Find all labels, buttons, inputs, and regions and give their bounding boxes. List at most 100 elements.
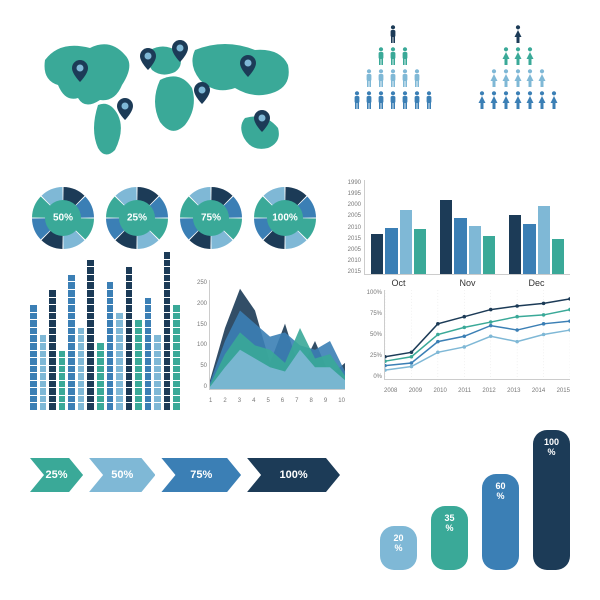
dot <box>116 403 123 410</box>
dot <box>135 335 142 342</box>
axis-tick: 0 <box>204 384 207 390</box>
dot <box>154 343 161 350</box>
line-xaxis: 20082009201020112012201320142015 <box>384 388 570 394</box>
dot <box>68 388 75 395</box>
dot <box>49 290 56 297</box>
dot <box>68 275 75 282</box>
dot <box>164 305 171 312</box>
dot <box>107 366 114 373</box>
dot <box>59 388 66 395</box>
bar-group-label: Nov <box>440 278 495 288</box>
bar <box>483 236 495 274</box>
bar <box>552 239 564 274</box>
axis-tick: 0% <box>373 374 382 380</box>
dot <box>145 366 152 373</box>
dot <box>164 351 171 358</box>
person-male-icon <box>412 69 422 87</box>
dot <box>164 381 171 388</box>
dot <box>135 373 142 380</box>
dot <box>78 335 85 342</box>
dot-column <box>97 343 104 410</box>
dot <box>49 305 56 312</box>
axis-tick: 2010 <box>348 258 361 264</box>
bar <box>440 200 452 274</box>
dot <box>126 373 133 380</box>
dot <box>116 328 123 335</box>
dot <box>87 320 94 327</box>
people-row <box>352 91 434 109</box>
dot <box>59 358 66 365</box>
donut-label: 25% <box>127 213 147 224</box>
dot <box>145 335 152 342</box>
dot <box>107 335 114 342</box>
dot <box>30 358 37 365</box>
dot <box>107 343 114 350</box>
dot <box>126 290 133 297</box>
dot <box>116 351 123 358</box>
dot <box>107 396 114 403</box>
bar-group: Oct <box>371 194 426 274</box>
axis-tick: 2010 <box>348 225 361 231</box>
dot <box>87 381 94 388</box>
dot <box>126 298 133 305</box>
dot <box>87 335 94 342</box>
dot <box>68 351 75 358</box>
dot <box>87 313 94 320</box>
dot <box>173 335 180 342</box>
dot <box>87 298 94 305</box>
bar-group-label: Dec <box>509 278 564 288</box>
dot <box>116 358 123 365</box>
dot <box>154 403 161 410</box>
dot-column <box>145 298 152 410</box>
dot <box>30 403 37 410</box>
dot <box>135 403 142 410</box>
person-male-icon <box>376 69 386 87</box>
dot <box>97 403 104 410</box>
donut-chart: 50% <box>30 185 96 251</box>
dot <box>173 313 180 320</box>
dot <box>78 396 85 403</box>
dot <box>126 275 133 282</box>
map-pin-icon <box>254 110 270 132</box>
dot <box>164 396 171 403</box>
dot <box>126 388 133 395</box>
dot <box>49 343 56 350</box>
dot <box>145 343 152 350</box>
person-female-icon <box>489 91 499 109</box>
bar <box>454 218 466 274</box>
dot-column <box>164 252 171 410</box>
dot-column <box>40 335 47 410</box>
bar <box>523 224 535 274</box>
axis-tick: 2005 <box>348 213 361 219</box>
dot <box>154 388 161 395</box>
axis-tick: 5 <box>266 398 269 404</box>
area-xaxis: 12345678910 <box>209 398 345 404</box>
arrow-progress-bars: 25%50%75%100% <box>30 455 340 495</box>
map-pin-icon <box>117 98 133 120</box>
dot <box>164 328 171 335</box>
axis-tick: 2012 <box>482 388 495 394</box>
dot <box>164 366 171 373</box>
dot <box>126 305 133 312</box>
world-map <box>30 30 310 170</box>
dot <box>87 396 94 403</box>
arrow-bar: 75% <box>161 458 241 492</box>
bar <box>509 215 521 274</box>
dot <box>154 351 161 358</box>
person-female-icon <box>501 69 511 87</box>
person-female-icon <box>501 91 511 109</box>
dot <box>49 396 56 403</box>
map-pin-icon <box>240 55 256 77</box>
donut-label: 100% <box>272 213 298 224</box>
dot <box>68 282 75 289</box>
dot <box>97 343 104 350</box>
axis-tick: 2015 <box>348 236 361 242</box>
dot <box>107 381 114 388</box>
dot <box>68 373 75 380</box>
bar <box>400 210 412 274</box>
dot <box>78 328 85 335</box>
dot <box>49 335 56 342</box>
dot <box>40 358 47 365</box>
axis-tick: 150 <box>197 322 207 328</box>
axis-tick: 7 <box>295 398 298 404</box>
